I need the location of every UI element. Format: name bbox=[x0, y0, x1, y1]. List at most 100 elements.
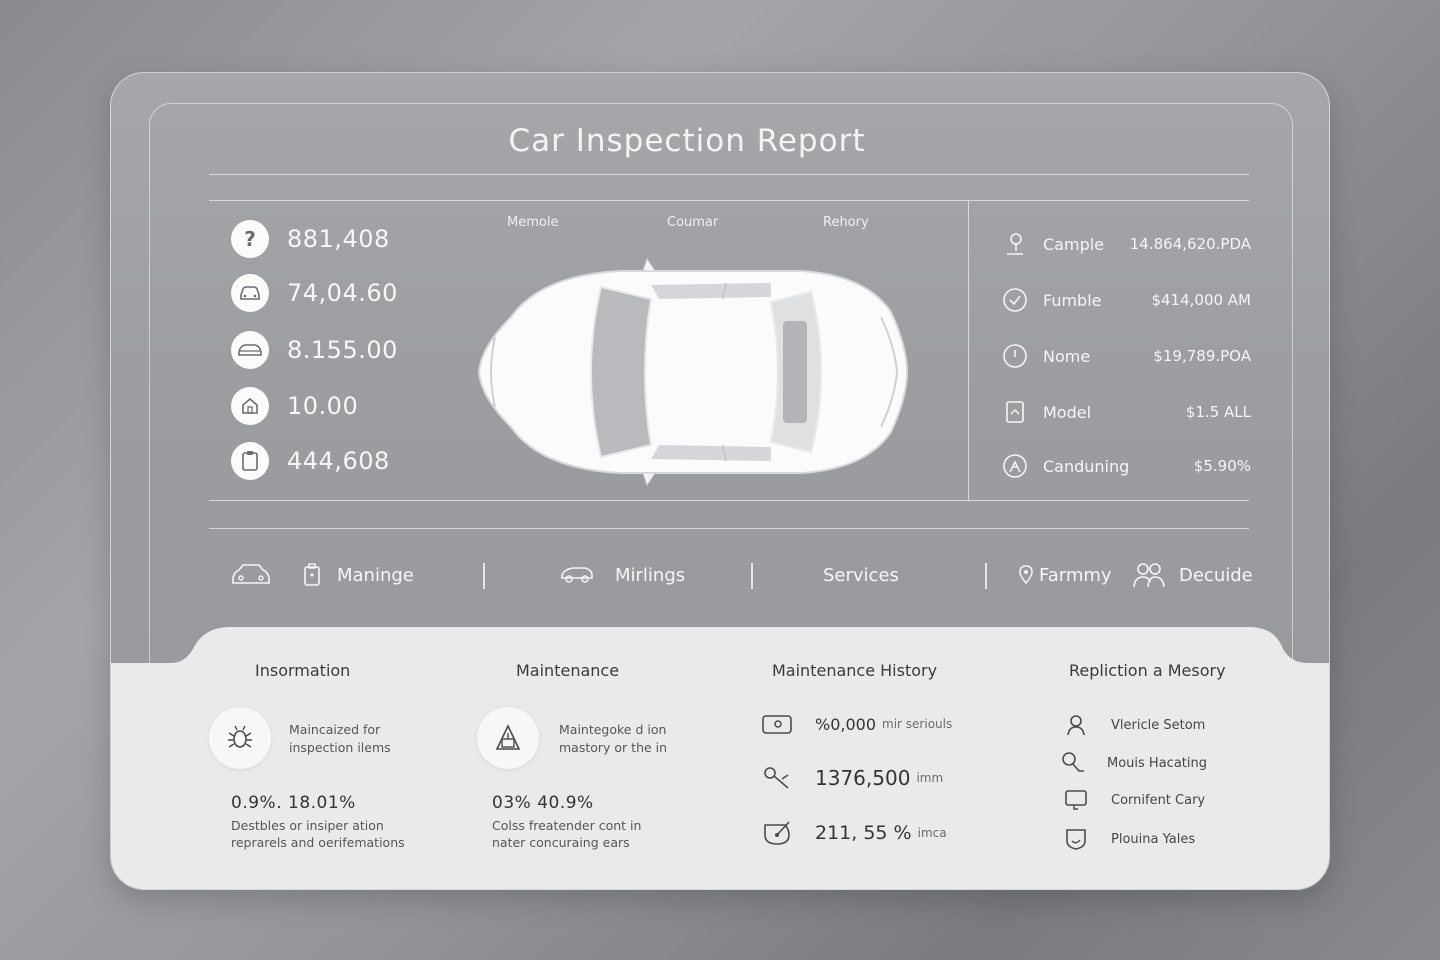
bug-icon bbox=[209, 707, 271, 769]
metric-item[interactable]: ? 881,408 bbox=[231, 219, 390, 259]
camera-icon bbox=[759, 713, 795, 735]
home-icon bbox=[231, 387, 269, 425]
specs-bottom-rule bbox=[209, 500, 969, 501]
replication-label: Cornifent Cary bbox=[1111, 792, 1206, 808]
history-value: %0,000 bbox=[815, 714, 877, 734]
gauge-icon bbox=[759, 819, 795, 847]
nav-label: Decuide bbox=[1179, 564, 1253, 586]
spec-label: Nome bbox=[1043, 346, 1091, 366]
title-divider bbox=[209, 174, 1249, 175]
car-label: Coumar bbox=[667, 215, 719, 230]
person-pin-icon bbox=[1001, 230, 1029, 258]
shield-icon bbox=[1061, 827, 1091, 851]
metric-value: 444,608 bbox=[287, 447, 390, 475]
spec-value: $414,000 AM bbox=[1151, 291, 1251, 309]
question-icon: ? bbox=[231, 220, 269, 258]
spec-label: Canduning bbox=[1043, 456, 1130, 476]
history-row[interactable]: 211, 55 % imca bbox=[759, 819, 947, 847]
check-circle-icon bbox=[1001, 286, 1029, 314]
replication-row[interactable]: Plouina Yales bbox=[1061, 827, 1195, 851]
specs-top-rule bbox=[969, 200, 1249, 201]
car-icon bbox=[229, 562, 273, 588]
nav-separator bbox=[751, 563, 753, 589]
history-unit: mir seriouls bbox=[882, 717, 953, 731]
information-bubble-text: Maincaized for inspection ilems bbox=[289, 722, 391, 755]
maintenance-title: Maintenance bbox=[516, 661, 620, 680]
metric-item[interactable]: 74,04.60 bbox=[231, 273, 398, 313]
report-frame bbox=[149, 103, 1293, 703]
replication-row[interactable]: Mouis Hacating bbox=[1057, 751, 1207, 775]
spec-label: Model bbox=[1043, 402, 1092, 422]
replication-title: Repliction a Mesory bbox=[1069, 661, 1226, 680]
replication-row[interactable]: Cornifent Cary bbox=[1061, 789, 1205, 811]
nav-item-farmmy[interactable]: Farmmy bbox=[1017, 557, 1112, 593]
nav-separator bbox=[483, 563, 485, 589]
nav-label: Farmmy bbox=[1039, 564, 1112, 586]
history-title: Maintenance History bbox=[772, 661, 938, 680]
spec-value: 14.864,620.PDA bbox=[1129, 235, 1251, 253]
pin-icon bbox=[1017, 563, 1035, 587]
history-row[interactable]: 1376,500 imm bbox=[759, 765, 943, 791]
spec-row[interactable]: Model $1.5 ALL bbox=[1001, 397, 1251, 427]
nav-item-car[interactable] bbox=[229, 557, 273, 593]
clipboard-icon bbox=[231, 442, 269, 480]
car-icon bbox=[231, 274, 269, 312]
metric-value: 8.155.00 bbox=[287, 336, 398, 364]
history-value: 211, 55 % bbox=[815, 822, 912, 844]
history-row[interactable]: %0,000 mir seriouls bbox=[759, 713, 952, 735]
nav-label: Services bbox=[823, 564, 899, 586]
car-front-icon bbox=[231, 331, 269, 369]
search-person-icon bbox=[1057, 751, 1087, 775]
nav-label: Mirlings bbox=[615, 564, 686, 586]
history-value: 1376,500 bbox=[815, 766, 911, 790]
replication-label: Vlericle Setom bbox=[1111, 717, 1206, 733]
spec-label: Fumble bbox=[1043, 290, 1102, 310]
information-stat: 0.9%. 18.01% bbox=[231, 793, 356, 813]
replication-row[interactable]: Vlericle Setom bbox=[1061, 713, 1205, 737]
tablet-icon bbox=[1001, 398, 1029, 426]
nav-label: Maninge bbox=[337, 564, 414, 586]
car-label: Rehory bbox=[823, 215, 869, 230]
maintenance-stat: 03% 40.9% bbox=[492, 793, 594, 813]
metric-value: 881,408 bbox=[287, 225, 390, 253]
details-panel: Insormation Maincaized for inspection il… bbox=[111, 627, 1329, 889]
person-icon bbox=[1061, 713, 1091, 737]
page-title: Car Inspection Report bbox=[508, 123, 866, 159]
report-card: Car Inspection Report ? 881,408 74,04.60… bbox=[110, 72, 1330, 890]
clock-icon bbox=[1001, 342, 1029, 370]
nav-item-mirlings[interactable]: Mirlings bbox=[559, 557, 685, 593]
spec-value: $19,789.POA bbox=[1153, 347, 1251, 365]
information-title: Insormation bbox=[255, 661, 351, 680]
spec-row[interactable]: Cample 14.864,620.PDA bbox=[1001, 229, 1251, 259]
car-side-icon bbox=[559, 563, 595, 587]
nav-bar: Maninge Mirlings Services Farmmy Decuide bbox=[229, 557, 1253, 593]
specs-divider bbox=[968, 201, 969, 501]
monitor-icon bbox=[1061, 789, 1091, 811]
fuel-icon bbox=[301, 562, 323, 588]
nav-item-maninge[interactable]: Maninge bbox=[301, 557, 414, 593]
car-label: Memole bbox=[507, 215, 559, 230]
metric-item[interactable]: 10.00 bbox=[231, 386, 358, 426]
people-icon bbox=[1131, 560, 1167, 590]
history-unit: imm bbox=[916, 771, 944, 785]
metric-value: 10.00 bbox=[287, 392, 359, 420]
spec-value: $1.5 ALL bbox=[1185, 403, 1251, 421]
replication-label: Plouina Yales bbox=[1111, 831, 1196, 847]
metric-value: 74,04.60 bbox=[287, 279, 398, 307]
car-top-view bbox=[471, 257, 911, 491]
nav-item-services[interactable]: Services bbox=[823, 557, 899, 593]
steering-icon bbox=[1001, 452, 1029, 480]
spec-row[interactable]: Fumble $414,000 AM bbox=[1001, 285, 1251, 315]
metric-item[interactable]: 8.155.00 bbox=[231, 330, 398, 370]
tools-icon bbox=[477, 707, 539, 769]
spec-row[interactable]: Nome $19,789.POA bbox=[1001, 341, 1251, 371]
top-divider bbox=[209, 200, 969, 201]
maintenance-desc: Colss freatender cont in nater concurain… bbox=[492, 818, 642, 850]
wrench-icon bbox=[759, 765, 795, 791]
replication-label: Mouis Hacating bbox=[1107, 755, 1207, 771]
spec-row[interactable]: Canduning $5.90% bbox=[1001, 451, 1251, 481]
nav-top-rule bbox=[209, 528, 1249, 529]
specs-bottom-rule-right bbox=[969, 500, 1249, 501]
metric-item[interactable]: 444,608 bbox=[231, 441, 390, 481]
nav-item-decuide[interactable]: Decuide bbox=[1131, 557, 1253, 593]
